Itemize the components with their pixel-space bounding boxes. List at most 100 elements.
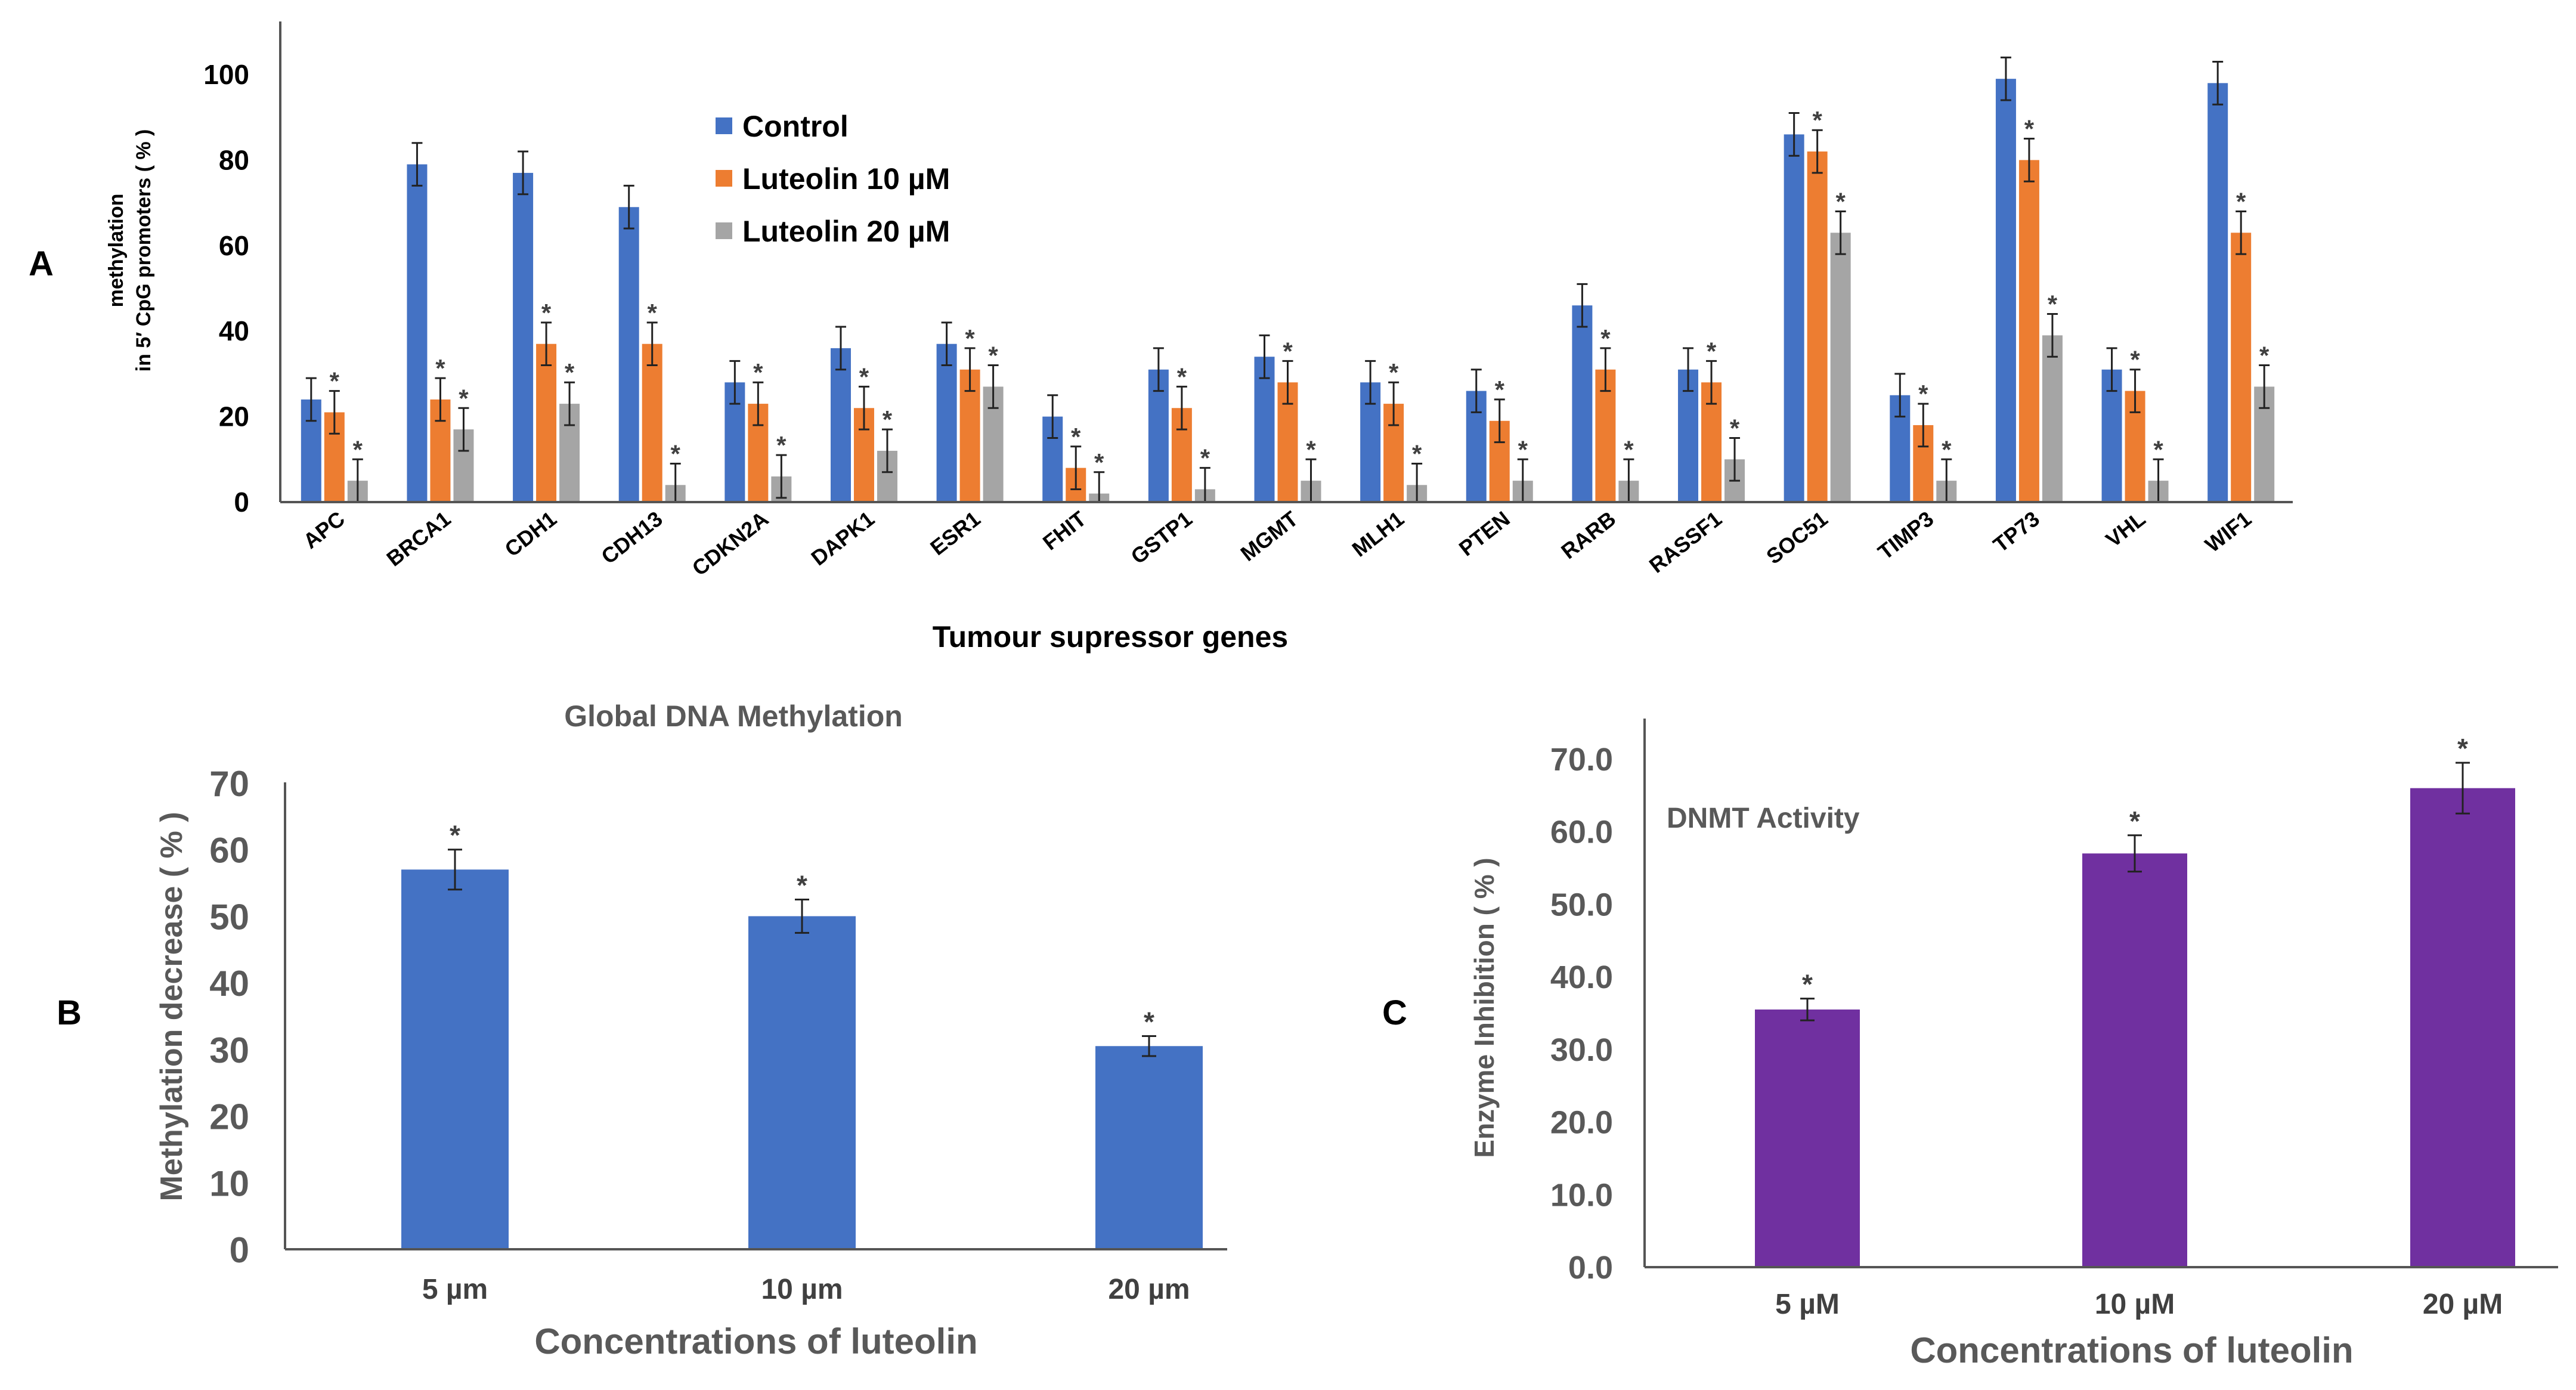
bar-gstp1-luteolin-10-m-error: [1176, 385, 1187, 431]
bar-pten-luteolin-10-m-error: [1494, 398, 1505, 444]
bar-rassf1-luteolin-10-m-error: [1706, 360, 1717, 405]
bar-cdh1-control-error: [518, 150, 529, 196]
bar-brca1-luteolin-10-m-error: [435, 377, 446, 422]
bar-wif1-luteolin-20-m-error: [2259, 364, 2270, 409]
bar-brca1-luteolin-20-m-significance: *: [459, 384, 469, 412]
bar-timp3-luteolin-10-m-error: [1918, 403, 1929, 448]
bar-fhit-luteolin-10-m-significance: *: [1071, 423, 1081, 451]
bar-tp73-luteolin-10-m: [2018, 160, 2039, 502]
panel-a-ylabel-line1: methylation: [105, 194, 128, 308]
bar-soc51-control-error: [1788, 112, 1800, 157]
bar-wif1-luteolin-10-m-error: [2236, 210, 2247, 255]
panel-b-category-10-m: 10 µm: [761, 1274, 843, 1305]
bar-mgmt-control-error: [1259, 334, 1270, 379]
panel-c-category-5-m: 5 µM: [1775, 1289, 1840, 1320]
bar-dapk1-luteolin-20-m-error: [881, 428, 893, 473]
bar-gstp1-luteolin-10-m-significance: *: [1177, 363, 1187, 391]
bar-wif1-luteolin-10-m-significance: *: [2236, 187, 2246, 215]
bar-tp73-control-error: [2000, 56, 2011, 101]
panel-b-bar-10-m-error: [795, 899, 809, 934]
bar-mgmt-luteolin-10-m-significance: *: [1283, 337, 1293, 365]
legend-label-control: Control: [742, 110, 849, 143]
bar-rassf1-control-error: [1683, 347, 1694, 392]
panel-a-category-mlh1: MLH1: [1348, 506, 1408, 562]
panel-a-category-wif1: WIF1: [2200, 506, 2256, 557]
bar-cdkn2a-luteolin-10-m-error: [753, 381, 764, 426]
panel-c-y-ticks: 0.0 10.0 20.0 30.0 40.0 50.0 60.0 70.0: [1550, 742, 1613, 1286]
bar-cdh1-luteolin-20-m-significance: *: [565, 358, 575, 386]
panel-a-category-gstp1: GSTP1: [1126, 506, 1197, 569]
bar-cdh1-luteolin-10-m-error: [541, 321, 552, 367]
bar-apc-luteolin-20-m-significance: *: [353, 435, 363, 463]
bar-cdkn2a-luteolin-10-m-significance: *: [753, 358, 763, 386]
bar-cdh13-luteolin-10-m-significance: *: [648, 299, 658, 327]
bar-brca1-control-error: [411, 142, 423, 187]
bar-mgmt-control: [1254, 357, 1275, 502]
panel-a-legend: Control Luteolin 10 µM Luteolin 20 µM: [716, 110, 950, 248]
bar-esr1-luteolin-10-m-significance: *: [965, 324, 975, 352]
panel-a-category-rassf1: RASSF1: [1645, 506, 1726, 578]
bar-rassf1-luteolin-20-m-error: [1729, 436, 1741, 482]
bar-tp73-luteolin-20-m-error: [2046, 313, 2058, 358]
bar-apc-luteolin-10-m-significance: *: [330, 367, 340, 395]
bar-dapk1-control-error: [835, 326, 846, 371]
panel-a-category-timp3: TIMP3: [1873, 506, 1938, 565]
bar-tp73-luteolin-20-m: [2042, 335, 2063, 502]
bar-esr1-control: [936, 343, 957, 502]
panel-b-bar-10-m: [748, 916, 856, 1249]
bar-rarb-luteolin-10-m-significance: *: [1600, 324, 1611, 352]
panel-a-category-cdkn2a: CDKN2A: [688, 506, 773, 581]
bar-dapk1-luteolin-10-m-significance: *: [859, 363, 869, 391]
bar-soc51-luteolin-20-m-significance: *: [1835, 187, 1846, 215]
bar-apc-luteolin-10-m-error: [329, 390, 340, 435]
panel-b-bar-5-m-significance: *: [450, 820, 460, 851]
bar-tp73-luteolin-10-m-error: [2023, 138, 2035, 182]
bar-brca1-control: [407, 164, 428, 502]
panel-a-category-fhit: FHIT: [1038, 506, 1091, 555]
bar-cdkn2a-control-error: [729, 360, 741, 405]
panel-c: C DNMT Activity Enzyme Inhibition ( % ) …: [1382, 719, 2558, 1370]
panel-c-y-tick-60-0: 60.0: [1550, 815, 1613, 850]
panel-a: A methylation in 5′ CpG promoters ( % ) …: [29, 21, 2293, 654]
panel-a-category-tp73: TP73: [1989, 506, 2044, 557]
bar-esr1-luteolin-20-m-error: [987, 364, 999, 409]
panel-a-y-ticks: 0 20 40 60 80 100: [203, 59, 249, 518]
panel-c-category-20-m: 20 µM: [2423, 1289, 2503, 1320]
bar-esr1-luteolin-10-m-error: [964, 347, 976, 392]
bar-apc-control-error: [305, 377, 317, 422]
bar-timp3-luteolin-20-m-significance: *: [1942, 435, 1952, 463]
bar-cdkn2a-luteolin-20-m-significance: *: [776, 431, 787, 459]
bar-rarb-luteolin-20-m-significance: *: [1624, 435, 1634, 463]
bar-brca1-luteolin-20-m-error: [458, 407, 469, 452]
bar-soc51-luteolin-10-m-significance: *: [1812, 106, 1822, 134]
panel-c-bar-5-m-error: [1800, 998, 1815, 1021]
panel-c-bar-5-m: [1755, 1009, 1860, 1267]
panel-a-category-soc51: SOC51: [1761, 506, 1832, 569]
bar-rarb-control-error: [1577, 283, 1588, 328]
bar-mlh1-luteolin-10-m-error: [1388, 381, 1400, 426]
panel-a-y-tick-100: 100: [203, 59, 249, 90]
panel-a-category-cdh1: CDH1: [500, 506, 561, 562]
legend-label-luteolin-10: Luteolin 10 µM: [742, 162, 950, 196]
bar-soc51-luteolin-10-m-error: [1812, 129, 1823, 174]
panel-c-bar-10-m-error: [2128, 834, 2142, 873]
bar-esr1-luteolin-20-m-significance: *: [988, 342, 998, 370]
panel-c-y-tick-10-0: 10.0: [1550, 1177, 1613, 1213]
bar-soc51-luteolin-10-m: [1807, 151, 1828, 502]
panel-a-bars: * * * * * * * * * * * * * * * * * * * * * * * * * * * * * * * * * * * * * *: [301, 56, 2275, 503]
bar-wif1-control-error: [2212, 60, 2224, 106]
panel-c-y-tick-30-0: 30.0: [1550, 1032, 1613, 1068]
bar-cdkn2a-luteolin-20-m-error: [776, 454, 787, 499]
bar-mgmt-luteolin-10-m-error: [1282, 360, 1293, 405]
panel-a-category-vhl: VHL: [2101, 506, 2150, 552]
legend-label-luteolin-20: Luteolin 20 µM: [742, 215, 950, 248]
panel-c-y-tick-20-0: 20.0: [1550, 1105, 1613, 1141]
panel-b-xlabel: Concentrations of luteolin: [534, 1321, 977, 1361]
bar-cdh1-luteolin-20-m-error: [564, 381, 575, 426]
panel-b: B Global DNA Methylation Methylation dec…: [57, 699, 1227, 1361]
bar-gstp1-control-error: [1153, 347, 1164, 392]
panel-b-y-tick-60: 60: [209, 831, 249, 871]
panel-b-y-tick-30: 30: [209, 1030, 249, 1070]
panel-b-category-20-m: 20 µm: [1108, 1274, 1190, 1305]
panel-b-ylabel: Methylation decrease ( % ): [154, 812, 189, 1201]
